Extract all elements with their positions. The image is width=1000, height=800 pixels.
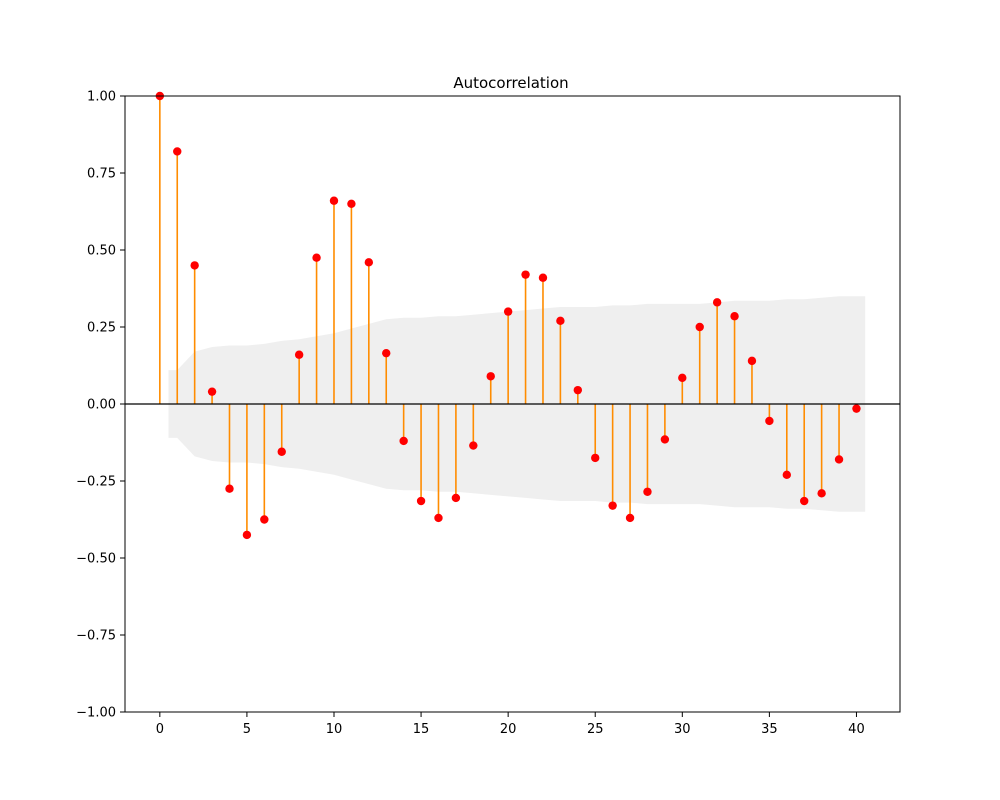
x-tick-label: 5: [243, 722, 251, 737]
marker-lag-39: [834, 455, 844, 464]
marker-lag-30: [678, 373, 687, 383]
marker-lag-32: [712, 298, 722, 307]
marker-lag-4: [225, 484, 234, 493]
marker-lag-9: [312, 253, 321, 262]
x-tick-label: 20: [500, 722, 517, 737]
y-tick-label: 0.25: [87, 321, 116, 336]
marker-lag-19: [486, 372, 495, 381]
marker-lag-8: [294, 350, 304, 359]
marker-lag-13: [382, 348, 391, 358]
y-tick-label: 0.75: [87, 167, 116, 182]
marker-lag-16: [434, 513, 443, 523]
marker-lag-28: [643, 487, 652, 496]
marker-lag-3: [207, 387, 217, 396]
marker-lag-21: [521, 270, 530, 279]
x-tick-label: 0: [156, 722, 164, 737]
marker-lag-14: [399, 436, 408, 446]
marker-lag-26: [608, 501, 617, 510]
marker-lag-33: [730, 312, 739, 321]
axes: 0 5 10 15 20 25 30 35 40 −1.00 −0.75 −0.50 −0.25 0.00…: [76, 90, 901, 737]
x-tick-label: 10: [326, 722, 343, 737]
y-tick-label: 1.00: [87, 90, 116, 105]
marker-layer: [155, 91, 861, 540]
x-tick-label: 25: [587, 722, 604, 737]
marker-lag-27: [625, 513, 635, 523]
marker-lag-36: [782, 470, 791, 480]
y-tick-label: 0.50: [87, 244, 116, 259]
marker-lag-29: [660, 435, 670, 444]
y-tick-label: −1.00: [76, 706, 116, 721]
marker-lag-25: [591, 453, 600, 463]
marker-lag-17: [451, 493, 461, 503]
chart-title: Autocorrelation: [453, 74, 568, 92]
marker-lag-10: [329, 196, 339, 205]
x-tick-label: 40: [848, 722, 865, 737]
y-tick-label: −0.75: [76, 629, 116, 644]
marker-lag-12: [364, 258, 374, 267]
y-tick-label: −0.25: [76, 475, 116, 490]
x-tick-label: 15: [413, 722, 430, 737]
y-tick-label: −0.50: [76, 552, 116, 567]
marker-lag-35: [765, 416, 774, 426]
marker-lag-6: [260, 515, 269, 524]
marker-lag-34: [747, 356, 757, 366]
marker-lag-31: [695, 322, 704, 332]
marker-lag-38: [817, 489, 826, 498]
marker-lag-11: [347, 199, 356, 208]
marker-lag-2: [190, 261, 199, 270]
marker-lag-23: [556, 316, 565, 326]
y-tick-label: 0.00: [87, 398, 116, 413]
marker-lag-40: [852, 404, 861, 413]
marker-lag-22: [538, 273, 548, 282]
marker-lag-15: [416, 496, 426, 506]
marker-lag-20: [503, 307, 513, 316]
marker-lag-1: [173, 147, 182, 156]
marker-lag-24: [573, 385, 583, 395]
marker-lag-37: [800, 496, 809, 506]
marker-lag-18: [469, 441, 478, 450]
x-tick-label: 35: [761, 722, 778, 737]
marker-lag-5: [242, 530, 252, 540]
stem-layer: [159, 96, 858, 535]
marker-lag-7: [277, 447, 286, 456]
x-tick-label: 30: [674, 722, 691, 737]
